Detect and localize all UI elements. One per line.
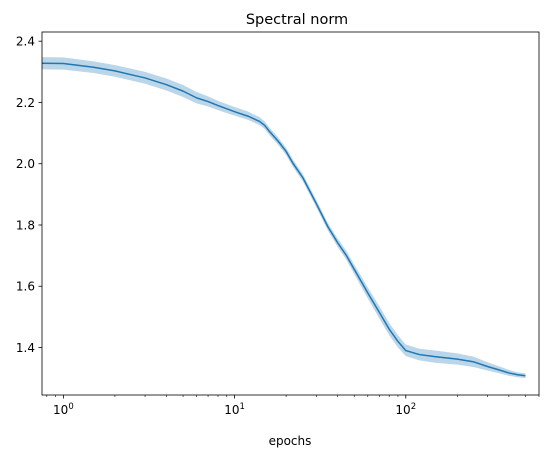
y-tick-label: 1.6 [16, 280, 35, 294]
series-0-line [41, 62, 526, 377]
x-axis-ticks: 100 101 102 [46, 395, 540, 417]
plot-area [42, 32, 539, 395]
y-tick-label: 2.4 [16, 34, 35, 48]
x-tick-label: 100 [53, 402, 74, 417]
x-axis-label: epochs [269, 434, 312, 448]
plot-frame [41, 31, 540, 396]
y-tick-label: 2.0 [16, 157, 35, 171]
y-axis-ticks: 1.4 1.6 1.8 2.0 2.2 2.4 [16, 34, 42, 355]
y-tick-label: 1.4 [16, 341, 35, 355]
chart-title: Spectral norm [246, 12, 348, 28]
y-tick-label: 2.2 [16, 96, 35, 110]
x-tick-label: 101 [224, 402, 245, 417]
y-tick-label: 1.8 [16, 218, 35, 232]
x-tick-label: 102 [395, 402, 416, 417]
series-line-layer [41, 62, 526, 377]
